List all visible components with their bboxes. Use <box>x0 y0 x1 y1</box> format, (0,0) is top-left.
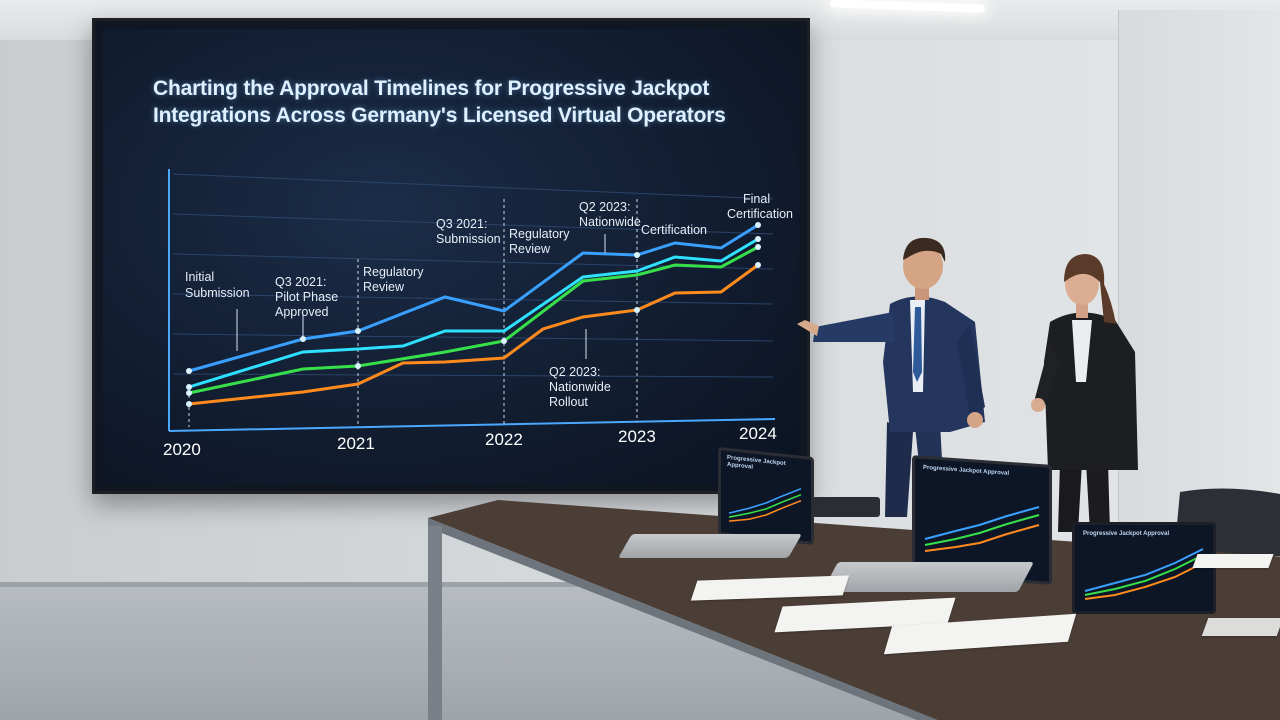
annotation-nationwide: Q2 2023: Nationwide <box>579 200 641 229</box>
annotation-nationwide-rollout: Q2 2023: Nationwide Rollout <box>549 365 611 409</box>
annotation-final-certification: Final Certification <box>727 192 793 221</box>
laptop-left-keyboard <box>618 534 802 558</box>
series-line-blue <box>188 223 759 373</box>
laptop-left-chart <box>728 487 802 522</box>
laptop-center-keyboard <box>822 562 1034 592</box>
series-line-cyan <box>188 237 759 389</box>
notebook <box>1201 618 1280 636</box>
annotation-initial-submission: Initial Submission <box>185 270 250 300</box>
timeline-chart: Initial Submission Q3 2021: Pilot Phase App… <box>163 169 793 459</box>
series-line-orange <box>188 263 759 406</box>
skirting-board <box>0 582 760 587</box>
annotation-submission: Q3 2021: Submission <box>436 217 501 246</box>
x-axis <box>168 418 776 432</box>
annotation-pilot-phase: Q3 2021: Pilot Phase Approved <box>275 275 338 319</box>
wall-display: Charting the Approval Timelines for Prog… <box>92 18 810 494</box>
tablet-chart <box>1084 548 1204 600</box>
annotation-regulatory-review-2: Regulatory Review <box>509 227 570 256</box>
laptop-center-chart <box>924 506 1040 553</box>
display-screen: Charting the Approval Timelines for Prog… <box>103 29 799 483</box>
conference-phone <box>812 497 880 517</box>
presenter-man <box>797 237 985 517</box>
series-line-green <box>188 245 759 395</box>
year-label-2022: 2022 <box>485 430 523 449</box>
year-label-2021: 2021 <box>337 434 375 453</box>
tablet-title: Progressive Jackpot Approval <box>1083 531 1170 537</box>
laptop-left-screen: Progressive Jackpot Approval <box>718 446 814 546</box>
paper-document-4 <box>1192 554 1274 568</box>
laptop-center-screen: Progressive Jackpot Approval <box>912 455 1052 585</box>
chart-title: Charting the Approval Timelines for Prog… <box>153 77 726 127</box>
year-label-2024: 2024 <box>739 424 777 443</box>
year-label-2020: 2020 <box>163 440 201 459</box>
year-label-2023: 2023 <box>618 427 656 446</box>
series-markers <box>186 222 761 407</box>
annotation-regulatory-review-1: Regulatory Review <box>363 265 424 294</box>
presenter-woman <box>1031 254 1138 532</box>
annotation-certification: Certification <box>641 223 707 237</box>
wall-pillar <box>1118 10 1280 530</box>
tablet-screen: Progressive Jackpot Approval <box>1072 522 1216 614</box>
annotation-arrows <box>236 234 606 359</box>
